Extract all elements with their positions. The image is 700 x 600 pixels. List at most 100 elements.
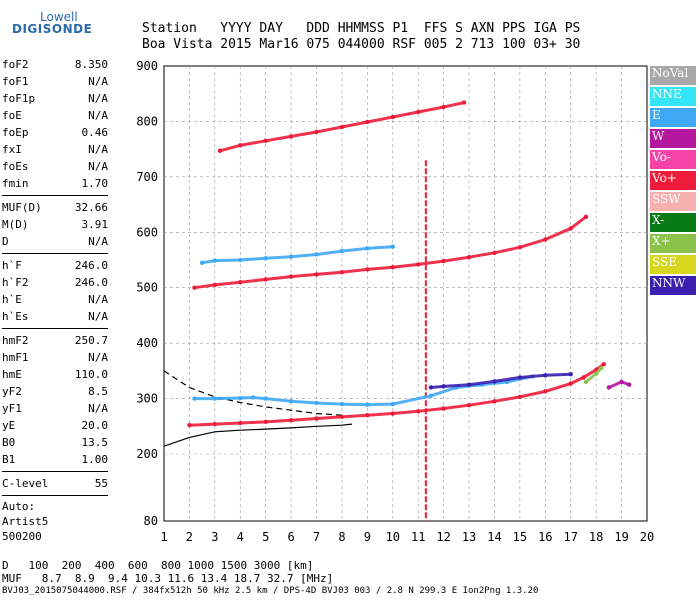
param-row: h`F 246.0 [2, 257, 108, 274]
echo-point [627, 382, 632, 387]
echo-point [288, 417, 294, 423]
echo-point [543, 373, 548, 378]
param-row: h`F2 246.0 [2, 274, 108, 291]
logo-lowell: Lowell [40, 10, 78, 24]
param-row: h`Es N/A [2, 308, 108, 325]
echo-point [212, 282, 218, 288]
param-value: N/A [88, 143, 108, 156]
echo-point [339, 269, 345, 275]
echo-point [288, 399, 294, 404]
param-value: N/A [88, 160, 108, 173]
param-value: N/A [88, 351, 108, 364]
echo-point [365, 402, 370, 407]
param-value: N/A [88, 235, 108, 248]
echo-point [339, 414, 345, 420]
hdr-value: 100 [502, 37, 526, 52]
y-tick-label: 500 [136, 281, 158, 295]
echo-trace [607, 380, 631, 389]
x-tick-label: 18 [589, 530, 603, 544]
param-value: 32.66 [74, 201, 108, 214]
x-tick-label: 2 [186, 530, 193, 544]
hdr-label: PPS [502, 21, 526, 36]
echo-point [390, 114, 395, 120]
param-value: 13.5 [81, 436, 109, 449]
x-tick-label: 6 [287, 530, 294, 544]
echo-point [212, 396, 218, 401]
param-row: yE 20.0 [2, 417, 108, 434]
autoscale-line: Auto: [2, 500, 36, 513]
param-label: h`F2 [2, 276, 29, 289]
param-label: yE [2, 419, 16, 432]
echo-point [263, 277, 268, 282]
param-value: N/A [88, 109, 108, 122]
param-label: B0 [2, 436, 16, 449]
hdr-value: RSF [392, 37, 416, 52]
legend-item: E [650, 108, 696, 127]
x-tick-label: 3 [211, 530, 218, 544]
echo-trace [429, 372, 573, 389]
echo-point [543, 389, 548, 394]
echo-point [263, 396, 268, 401]
legend-item: SSW [650, 192, 696, 211]
echo-point [568, 371, 573, 377]
echo-point [461, 100, 467, 105]
param-row: MUF(D) 32.66 [2, 199, 108, 216]
param-row: h`E N/A [2, 291, 108, 308]
x-tick-label: 14 [487, 530, 501, 544]
echo-point [428, 393, 434, 398]
footer-d-row: D 100 200 400 600 800 1000 1500 3000 [km… [2, 559, 314, 572]
echo-point [238, 257, 243, 263]
hdr-label: PS [564, 21, 581, 36]
param-value: N/A [88, 293, 108, 306]
param-label: fmin [2, 177, 29, 190]
echo-point [441, 258, 446, 264]
param-row: fxI N/A [2, 141, 108, 158]
echo-point [263, 256, 268, 261]
echo-point [428, 385, 434, 390]
footer-d-label: D [2, 559, 9, 572]
param-row: fmin 1.70 [2, 175, 108, 192]
param-label: foF1p [2, 92, 36, 105]
echo-point [606, 385, 612, 390]
param-row: yF1 N/A [2, 400, 108, 417]
param-value: 3.91 [81, 218, 109, 231]
echo-point [365, 119, 370, 125]
param-row: M(D) 3.91 [2, 216, 108, 233]
separator [2, 253, 108, 254]
param-label: h`Es [2, 310, 29, 323]
hdr-label: IGA [533, 21, 557, 36]
echo-point [263, 138, 268, 144]
y-tick-label: 800 [136, 114, 158, 128]
footer-file-info: BVJ03_2015075044000.RSF / 384fx512h 50 k… [2, 586, 539, 596]
hdr-value: 713 [470, 37, 495, 52]
param-value: 8.350 [74, 58, 108, 71]
param-row: foEs N/A [2, 158, 108, 175]
legend-item: X+ [650, 234, 696, 253]
hdr-value: 075 [306, 37, 330, 52]
param-label: hmF2 [2, 334, 29, 347]
separator [2, 195, 108, 196]
echo-point [593, 371, 599, 376]
x-tick-label: 15 [513, 530, 527, 544]
echo-point [492, 379, 497, 384]
param-label: hmF1 [2, 351, 29, 364]
scaled-parameters-panel: foF2 8.350 foF1 N/A foF1p N/A foE N/A foEp 0.46 fx… [2, 56, 108, 544]
header-labels: Station YYYY DAY DDD HHMMSS P1 FFS S AXN… [142, 21, 580, 36]
echo-point [288, 134, 294, 139]
x-tick-label: 13 [462, 530, 476, 544]
hdr-label: AXN [470, 21, 495, 36]
echo-trace [193, 374, 535, 407]
param-value: 250.7 [74, 334, 108, 347]
separator [2, 495, 108, 496]
legend-item: NNE [650, 87, 696, 106]
x-tick-label: 17 [564, 530, 578, 544]
y-tick-label: 300 [136, 392, 158, 406]
echo-point [288, 254, 294, 259]
echo-point [238, 395, 243, 401]
echo-point [441, 406, 446, 411]
x-tick-label: 7 [313, 530, 320, 544]
param-row: B1 1.00 [2, 451, 108, 468]
footer-muf-label: MUF [2, 572, 22, 585]
param-value: N/A [88, 402, 108, 415]
